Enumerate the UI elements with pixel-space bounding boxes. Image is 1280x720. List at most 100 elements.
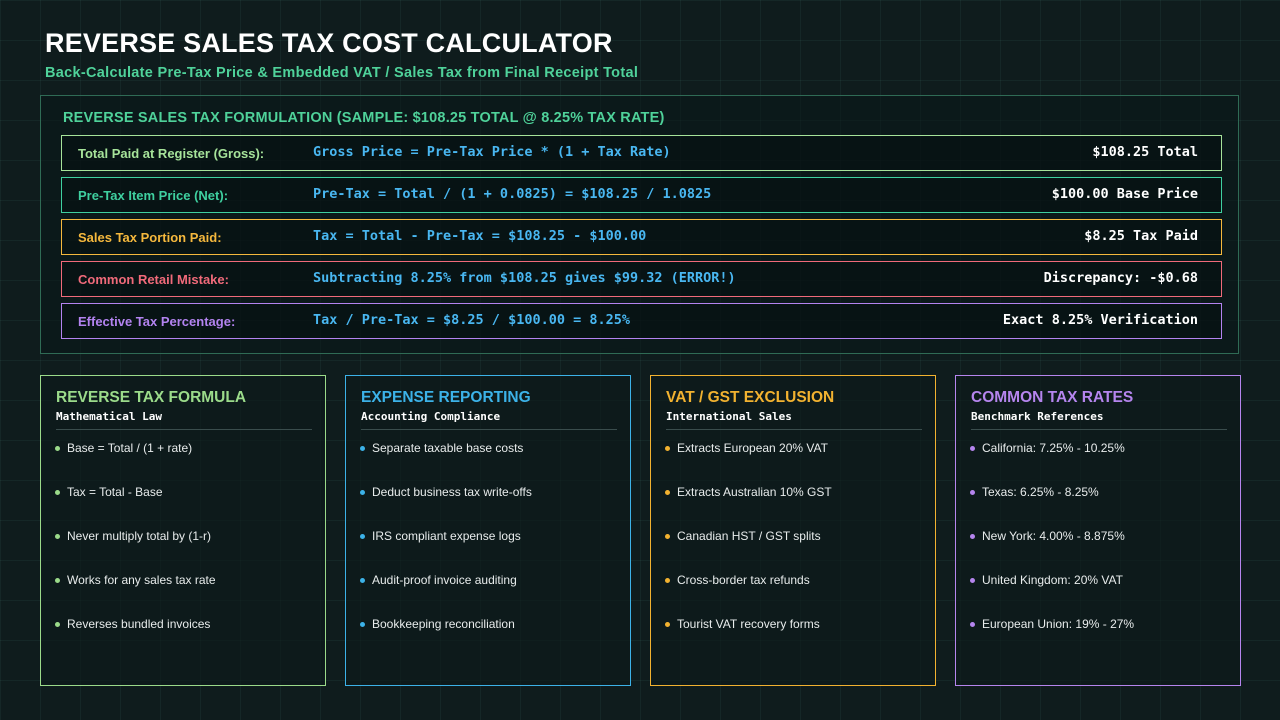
formula-row-effective: Effective Tax Percentage: Tax / Pre-Tax … <box>61 303 1222 339</box>
list-item-text: Separate taxable base costs <box>372 441 524 455</box>
card-list: Extracts European 20% VAT Extracts Austr… <box>664 441 832 661</box>
list-item: Never multiply total by (1-r) <box>54 529 216 573</box>
bullet-icon <box>55 446 60 451</box>
formula-row-equation: Pre-Tax = Total / (1 + 0.0825) = $108.25… <box>313 186 712 202</box>
list-item-text: Audit-proof invoice auditing <box>372 573 517 587</box>
formula-row-result: Discrepancy: -$0.68 <box>1043 270 1198 286</box>
list-item: California: 7.25% - 10.25% <box>969 441 1134 485</box>
formula-row-equation: Gross Price = Pre-Tax Price * (1 + Tax R… <box>313 144 671 160</box>
formula-row-result: Exact 8.25% Verification <box>1002 312 1198 328</box>
formula-row-net: Pre-Tax Item Price (Net): Pre-Tax = Tota… <box>61 177 1222 213</box>
card-divider <box>971 429 1227 430</box>
formulation-panel: REVERSE SALES TAX FORMULATION (SAMPLE: $… <box>40 95 1239 354</box>
page-title: REVERSE SALES TAX COST CALCULATOR <box>45 28 613 58</box>
list-item-text: California: 7.25% - 10.25% <box>982 441 1125 455</box>
formula-row-label: Total Paid at Register (Gross): <box>78 146 265 161</box>
card-common-tax-rates: COMMON TAX RATES Benchmark References Ca… <box>955 375 1241 686</box>
bullet-icon <box>360 622 365 627</box>
list-item: Cross-border tax refunds <box>664 573 832 617</box>
bullet-icon <box>665 490 670 495</box>
page-subtitle: Back-Calculate Pre-Tax Price & Embedded … <box>45 65 639 81</box>
formula-row-label: Common Retail Mistake: <box>78 272 229 287</box>
bullet-icon <box>665 446 670 451</box>
card-reverse-tax-formula: REVERSE TAX FORMULA Mathematical Law Bas… <box>40 375 326 686</box>
bullet-icon <box>970 534 975 539</box>
formula-row-equation: Tax / Pre-Tax = $8.25 / $100.00 = 8.25% <box>313 312 630 328</box>
list-item-text: Texas: 6.25% - 8.25% <box>982 485 1099 499</box>
list-item: Extracts Australian 10% GST <box>664 485 832 529</box>
bullet-icon <box>970 578 975 583</box>
list-item: Extracts European 20% VAT <box>664 441 832 485</box>
card-subtitle: Mathematical Law <box>56 410 162 423</box>
card-list: Separate taxable base costs Deduct busin… <box>359 441 532 661</box>
list-item: Deduct business tax write-offs <box>359 485 532 529</box>
formula-row-tax: Sales Tax Portion Paid: Tax = Total - Pr… <box>61 219 1222 255</box>
list-item-text: Canadian HST / GST splits <box>677 529 821 543</box>
list-item-text: United Kingdom: 20% VAT <box>982 573 1123 587</box>
list-item: Separate taxable base costs <box>359 441 532 485</box>
list-item-text: Never multiply total by (1-r) <box>67 529 212 543</box>
list-item-text: Tax = Total - Base <box>67 485 163 499</box>
card-divider <box>361 429 617 430</box>
list-item-text: New York: 4.00% - 8.875% <box>982 529 1125 543</box>
bullet-icon <box>55 490 60 495</box>
formula-row-equation: Tax = Total - Pre-Tax = $108.25 - $100.0… <box>313 228 647 244</box>
list-item-text: Bookkeeping reconciliation <box>372 617 515 631</box>
bullet-icon <box>360 446 365 451</box>
card-subtitle: Benchmark References <box>971 410 1104 423</box>
list-item: IRS compliant expense logs <box>359 529 532 573</box>
list-item-text: Extracts Australian 10% GST <box>677 485 832 499</box>
formula-row-equation: Subtracting 8.25% from $108.25 gives $99… <box>313 270 736 286</box>
bullet-icon <box>360 534 365 539</box>
card-list: California: 7.25% - 10.25% Texas: 6.25% … <box>969 441 1134 661</box>
card-divider <box>56 429 312 430</box>
bullet-icon <box>360 490 365 495</box>
list-item-text: Tourist VAT recovery forms <box>677 617 820 631</box>
formula-row-label: Effective Tax Percentage: <box>78 314 236 329</box>
list-item: New York: 4.00% - 8.875% <box>969 529 1134 573</box>
bullet-icon <box>360 578 365 583</box>
formula-row-result: $100.00 Base Price <box>1051 186 1198 202</box>
bullet-icon <box>665 622 670 627</box>
card-divider <box>666 429 922 430</box>
list-item: Texas: 6.25% - 8.25% <box>969 485 1134 529</box>
formula-row-mistake: Common Retail Mistake: Subtracting 8.25%… <box>61 261 1222 297</box>
bullet-icon <box>665 578 670 583</box>
list-item: Tax = Total - Base <box>54 485 216 529</box>
bullet-icon <box>970 446 975 451</box>
bullet-icon <box>55 534 60 539</box>
list-item-text: Reverses bundled invoices <box>67 617 211 631</box>
list-item-text: European Union: 19% - 27% <box>982 617 1135 631</box>
list-item-text: Works for any sales tax rate <box>67 573 216 587</box>
list-item: Canadian HST / GST splits <box>664 529 832 573</box>
list-item: Reverses bundled invoices <box>54 617 216 661</box>
list-item: European Union: 19% - 27% <box>969 617 1134 661</box>
formula-row-label: Sales Tax Portion Paid: <box>78 230 222 245</box>
card-subtitle: Accounting Compliance <box>361 410 501 423</box>
card-title: REVERSE TAX FORMULA <box>56 389 247 406</box>
card-expense-reporting: EXPENSE REPORTING Accounting Compliance … <box>345 375 631 686</box>
bullet-icon <box>665 534 670 539</box>
card-title: EXPENSE REPORTING <box>361 389 531 406</box>
bullet-icon <box>970 490 975 495</box>
list-item: Base = Total / (1 + rate) <box>54 441 216 485</box>
list-item: Bookkeeping reconciliation <box>359 617 532 661</box>
card-title: VAT / GST EXCLUSION <box>666 389 835 406</box>
list-item-text: Cross-border tax refunds <box>677 573 810 587</box>
list-item: Works for any sales tax rate <box>54 573 216 617</box>
card-list: Base = Total / (1 + rate) Tax = Total - … <box>54 441 216 661</box>
formula-row-gross: Total Paid at Register (Gross): Gross Pr… <box>61 135 1222 171</box>
list-item-text: Extracts European 20% VAT <box>677 441 828 455</box>
list-item-text: IRS compliant expense logs <box>372 529 521 543</box>
bullet-icon <box>55 578 60 583</box>
formulation-heading: REVERSE SALES TAX FORMULATION (SAMPLE: $… <box>63 110 665 126</box>
list-item-text: Deduct business tax write-offs <box>372 485 532 499</box>
list-item: Tourist VAT recovery forms <box>664 617 832 661</box>
list-item: United Kingdom: 20% VAT <box>969 573 1134 617</box>
formula-row-result: $108.25 Total <box>1092 144 1198 160</box>
card-title: COMMON TAX RATES <box>971 389 1134 406</box>
bullet-icon <box>55 622 60 627</box>
card-subtitle: International Sales <box>666 410 792 423</box>
list-item: Audit-proof invoice auditing <box>359 573 532 617</box>
formula-row-label: Pre-Tax Item Price (Net): <box>78 188 229 203</box>
